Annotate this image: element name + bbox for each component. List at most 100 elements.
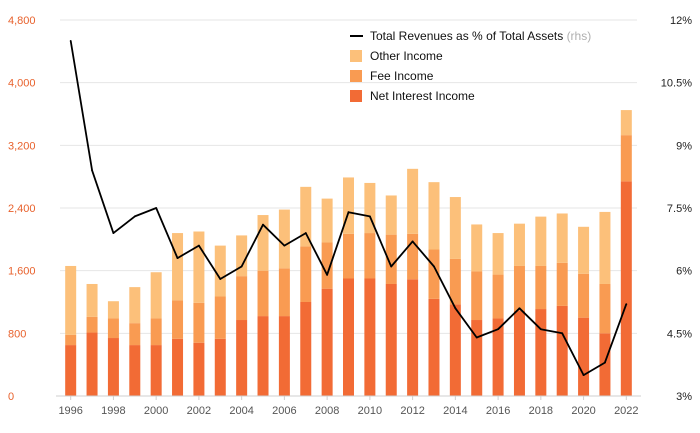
bar-fee-income [407, 233, 419, 280]
line-point [454, 307, 457, 310]
line-point [283, 244, 286, 247]
bar-fee-income [300, 246, 312, 302]
bar-other-income [599, 211, 611, 284]
bar-other-income [129, 287, 141, 324]
bar-other-income [449, 197, 461, 259]
bar-net-interest-income [214, 338, 226, 396]
legend-swatch [350, 70, 362, 82]
line-point [155, 207, 158, 209]
bar-net-interest-income [364, 278, 376, 396]
bar-fee-income [214, 296, 226, 339]
x-tick-label: 2004 [229, 405, 253, 417]
bar-fee-income [492, 274, 504, 319]
bar-net-interest-income [129, 345, 141, 396]
y-left-tick-label: 4,800 [8, 15, 36, 27]
y-left-tick-label: 3,200 [8, 140, 36, 152]
line-point [390, 265, 393, 268]
revenue-ratio-line [69, 39, 628, 377]
y-left-tick-label: 1,600 [8, 266, 36, 278]
line-point [582, 374, 585, 377]
bar-fee-income [150, 318, 162, 346]
line-point [411, 240, 414, 243]
line-point [69, 39, 72, 42]
bar-fee-income [599, 283, 611, 334]
bar-other-income [214, 245, 226, 297]
bar-other-income [193, 231, 205, 303]
line-point [604, 361, 606, 364]
bar-net-interest-income [150, 345, 162, 396]
y-left-tick-label: 2,400 [8, 203, 36, 215]
y-left-tick-label: 0 [8, 391, 14, 403]
bar-other-income [407, 168, 419, 234]
y-right-tick-label: 4.5% [667, 328, 692, 340]
line-point [539, 328, 542, 331]
bar-fee-income [129, 323, 141, 346]
line-point [625, 303, 628, 305]
x-tick-label: 2000 [144, 405, 168, 417]
x-tick-label: 2002 [187, 405, 211, 417]
line-point [240, 265, 243, 268]
bar-net-interest-income [620, 181, 632, 396]
axes: 0 800 1,600 2,400 3,200 4,000 4,800 3% 4.5% 6% 7.5… [8, 15, 692, 417]
x-tick-label: 2022 [614, 405, 638, 417]
legend-label: Total Revenues as % of Total Assets (rhs… [370, 29, 591, 43]
x-tick-label: 2008 [315, 405, 339, 417]
bar-fee-income [86, 316, 98, 333]
legend-swatch [350, 90, 362, 102]
bar-fee-income [364, 233, 376, 279]
x-tick-label: 2018 [529, 405, 553, 417]
bar-other-income [172, 233, 184, 301]
bar-net-interest-income [492, 318, 504, 396]
bar-net-interest-income [278, 316, 290, 396]
bar-other-income [620, 110, 632, 136]
bar-fee-income [556, 262, 568, 306]
bar-net-interest-income [578, 317, 590, 396]
bar-fee-income [428, 249, 440, 299]
bar-fee-income [321, 242, 333, 289]
bar-fee-income [343, 233, 354, 279]
legend: Total Revenues as % of Total Assets (rhs… [350, 29, 591, 103]
x-tick-label: 2010 [358, 405, 382, 417]
y-right-tick-label: 3% [676, 391, 692, 403]
bar-other-income [343, 177, 354, 234]
x-tick-label: 2016 [486, 405, 510, 417]
line-point [198, 244, 200, 247]
bar-other-income [150, 272, 162, 319]
bar-fee-income [535, 265, 547, 310]
line-point [368, 215, 371, 218]
bar-other-income [86, 283, 98, 317]
bar-other-income [535, 216, 547, 266]
bar-other-income [428, 182, 440, 250]
line-point [304, 232, 307, 234]
bar-net-interest-income [385, 283, 397, 396]
bar-net-interest-income [86, 332, 98, 396]
bars [65, 110, 632, 396]
bar-fee-income [578, 273, 590, 318]
bar-fee-income [172, 300, 184, 339]
x-tick-label: 2020 [571, 405, 595, 417]
bar-net-interest-income [193, 342, 205, 396]
bar-net-interest-income [321, 288, 333, 396]
bar-net-interest-income [556, 305, 568, 396]
line-point [219, 278, 222, 280]
bar-net-interest-income [343, 278, 354, 396]
y-right-tick-label: 9% [676, 140, 692, 152]
bar-other-income [278, 209, 290, 269]
bar-fee-income [278, 268, 290, 317]
line-point [497, 328, 499, 331]
y-left-tick-label: 4,000 [8, 78, 36, 90]
line-point [433, 265, 435, 268]
x-tick-label: 1996 [58, 405, 82, 417]
bar-other-income [364, 182, 376, 234]
y-left-tick-label: 800 [8, 328, 26, 340]
bar-fee-income [385, 234, 397, 284]
bar-other-income [513, 223, 525, 266]
legend-swatch [350, 50, 362, 62]
bar-other-income [300, 186, 312, 247]
bar-net-interest-income [428, 298, 440, 396]
bar-fee-income [257, 270, 269, 317]
line-point [262, 223, 264, 226]
legend-note: (rhs) [567, 29, 592, 43]
bar-net-interest-income [236, 320, 248, 396]
